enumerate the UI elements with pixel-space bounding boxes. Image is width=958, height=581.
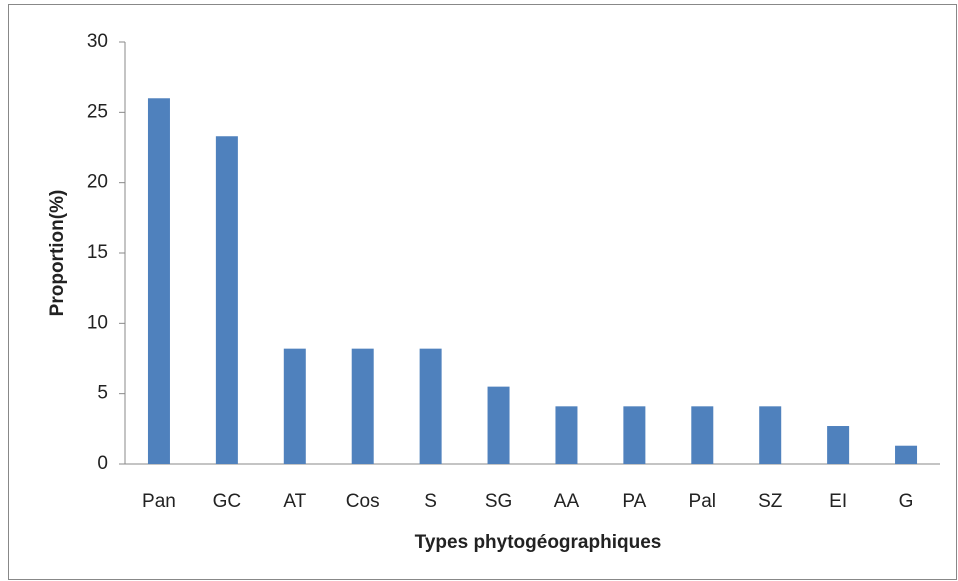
- bar: [759, 406, 782, 464]
- bar: [215, 136, 238, 464]
- bar: [827, 426, 850, 464]
- bar: [351, 348, 374, 464]
- bar: [895, 445, 918, 464]
- y-tick-label: 30: [87, 31, 108, 52]
- x-tick-label: Pal: [689, 491, 716, 512]
- y-tick-label: 20: [87, 172, 108, 193]
- x-tick-label: Pan: [142, 491, 176, 512]
- x-tick-label: SZ: [758, 491, 783, 512]
- y-axis-title: Proportion(%): [47, 190, 68, 317]
- y-tick-label: 10: [87, 312, 108, 333]
- x-tick-label: Cos: [346, 491, 380, 512]
- x-tick-label: S: [424, 491, 437, 512]
- x-tick-label: AA: [554, 491, 580, 512]
- x-tick-label: AT: [283, 491, 306, 512]
- bar: [147, 98, 170, 465]
- y-tick-label: 15: [87, 242, 108, 263]
- x-tick-label: EI: [829, 491, 847, 512]
- x-tick-label: GC: [213, 491, 242, 512]
- bar: [283, 348, 306, 464]
- x-tick-label: SG: [485, 491, 512, 512]
- x-tick-label: PA: [622, 491, 646, 512]
- bar: [555, 406, 578, 464]
- y-tick-label: 25: [87, 101, 108, 122]
- y-tick-label: 5: [97, 383, 108, 404]
- bar: [419, 348, 442, 464]
- x-tick-label: G: [899, 491, 914, 512]
- x-axis-title: Types phytogéographiques: [415, 532, 662, 553]
- bar: [623, 406, 646, 464]
- y-tick-label: 0: [97, 453, 108, 474]
- bar: [487, 386, 510, 464]
- bar: [691, 406, 714, 464]
